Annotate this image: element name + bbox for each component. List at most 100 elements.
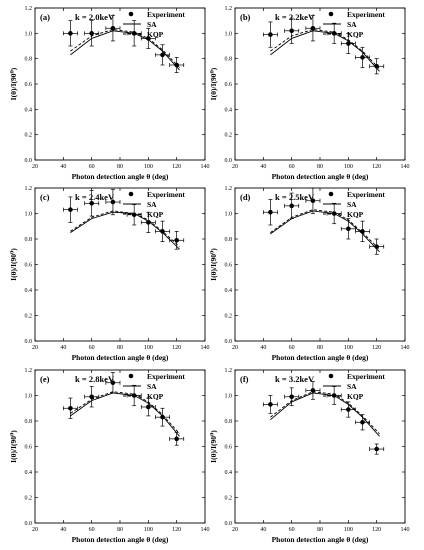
data-point xyxy=(146,220,151,225)
x-tick-label: 100 xyxy=(144,527,153,533)
legend-label-kqp: KQP xyxy=(147,392,164,401)
panel-f: 20 40 60 80 100 120 140 0.0 0.2 0.4 0.6 0.8 1.0 1.2 Ph… xyxy=(209,368,410,544)
x-tick-label: 80 xyxy=(317,345,323,351)
data-point xyxy=(346,226,351,232)
x-tick-label: 40 xyxy=(60,527,66,533)
legend-label-sa: SA xyxy=(347,20,357,29)
y-tick-label: 0.8 xyxy=(225,57,233,63)
x-tick-label: 100 xyxy=(344,164,353,170)
data-point xyxy=(174,62,179,68)
data-point xyxy=(146,404,151,410)
x-tick-label: 120 xyxy=(172,345,181,351)
data-point xyxy=(174,436,179,442)
y-tick-label: 1.0 xyxy=(225,212,233,218)
x-tick-label: 60 xyxy=(89,527,95,533)
legend-label-sa: SA xyxy=(347,382,357,391)
legend-label-kqp: KQP xyxy=(147,210,164,219)
y-tick-label: 0.0 xyxy=(225,521,233,527)
legend-label-kqp: KQP xyxy=(347,30,364,39)
x-tick-label: 120 xyxy=(372,527,381,533)
y-tick-label: 1.2 xyxy=(25,6,33,12)
data-point xyxy=(131,31,137,36)
data-point xyxy=(89,31,94,36)
k-value-annotation: k = 2.8keV xyxy=(75,374,115,384)
panel-label: (a) xyxy=(40,12,50,22)
x-axis-label: Photon detection angle θ (deg) xyxy=(72,535,169,544)
x-tick-label: 80 xyxy=(117,164,123,170)
y-tick-label: 0.2 xyxy=(225,496,233,502)
k-value-annotation: k = 3.2keV xyxy=(275,374,315,384)
data-point xyxy=(310,25,316,31)
data-point xyxy=(110,25,116,31)
data-point xyxy=(346,41,351,46)
x-tick-label: 120 xyxy=(172,164,181,170)
data-point xyxy=(160,229,165,234)
legend-label-experiment: Experiment xyxy=(347,372,385,381)
panel-label: (b) xyxy=(240,12,251,22)
data-point xyxy=(268,32,273,37)
y-tick-label: 0.2 xyxy=(25,496,33,502)
data-point xyxy=(331,211,337,216)
legend-label-sa: SA xyxy=(347,200,357,209)
data-point xyxy=(346,407,351,412)
x-tick-label: 20 xyxy=(32,345,38,351)
x-axis-label: Photon detection angle θ (deg) xyxy=(72,353,169,362)
y-tick-label: 0.0 xyxy=(25,521,33,527)
data-point xyxy=(146,36,151,41)
x-tick-label: 100 xyxy=(344,527,353,533)
y-axis-label: I(θ)/I(90⁰) xyxy=(209,430,218,463)
data-point xyxy=(268,209,273,215)
data-point xyxy=(89,201,94,206)
y-tick-label: 0.4 xyxy=(225,470,233,476)
data-point xyxy=(360,55,365,60)
data-point xyxy=(160,52,165,58)
legend-label-kqp: KQP xyxy=(347,210,364,219)
y-tick-label: 0.2 xyxy=(225,133,233,139)
y-tick-label: 1.2 xyxy=(225,368,233,374)
y-tick-label: 0.0 xyxy=(225,339,233,345)
panel-label: (f) xyxy=(240,374,249,384)
data-point xyxy=(331,31,337,36)
k-value-annotation: k = 2.5keV xyxy=(275,192,315,202)
y-tick-label: 1.2 xyxy=(25,186,33,192)
legend-label-kqp: KQP xyxy=(347,392,364,401)
x-tick-label: 120 xyxy=(372,164,381,170)
y-tick-label: 0.0 xyxy=(25,158,33,164)
data-point xyxy=(160,414,165,420)
data-point xyxy=(374,244,379,249)
legend-label-sa: SA xyxy=(147,200,157,209)
x-tick-label: 80 xyxy=(317,527,323,533)
data-point xyxy=(289,203,294,209)
y-axis-label: I(θ)/I(90⁰) xyxy=(209,248,218,281)
x-tick-label: 140 xyxy=(401,164,410,170)
y-tick-label: 1.0 xyxy=(225,31,233,37)
y-tick-label: 0.0 xyxy=(25,339,33,345)
y-tick-label: 0.8 xyxy=(225,419,233,425)
y-tick-label: 0.6 xyxy=(225,263,233,269)
y-tick-label: 0.2 xyxy=(25,133,33,139)
y-tick-label: 0.2 xyxy=(225,314,233,320)
x-axis-label: Photon detection angle θ (deg) xyxy=(72,172,169,181)
legend-label-experiment: Experiment xyxy=(147,10,185,19)
legend-label-experiment: Experiment xyxy=(147,372,185,381)
x-tick-label: 80 xyxy=(117,527,123,533)
x-tick-label: 140 xyxy=(401,345,410,351)
data-point xyxy=(110,380,116,386)
panel-d: 20 40 60 80 100 120 140 0.0 0.2 0.4 0.6 0.8 1.0 1.2 Ph… xyxy=(209,186,410,362)
x-axis-label: Photon detection angle θ (deg) xyxy=(272,172,369,181)
data-point xyxy=(68,207,73,212)
x-tick-label: 140 xyxy=(201,345,210,351)
y-tick-label: 0.6 xyxy=(25,263,33,269)
y-tick-label: 0.2 xyxy=(25,314,33,320)
x-tick-label: 100 xyxy=(144,164,153,170)
x-tick-label: 120 xyxy=(372,345,381,351)
x-tick-label: 60 xyxy=(89,345,95,351)
data-point xyxy=(268,402,273,407)
x-tick-label: 60 xyxy=(289,164,295,170)
y-tick-label: 0.6 xyxy=(25,82,33,88)
panel-label: (d) xyxy=(240,192,251,202)
panel-a: 20 40 60 80 100 120 140 0.0 0.2 0.4 0.6 0.8 1.0 1.2 Ph… xyxy=(9,6,210,181)
panel-c: 20 40 60 80 100 120 140 0.0 0.2 0.4 0.6 0.8 1.0 1.2 Ph… xyxy=(9,186,210,362)
y-axis-label: I(θ)/I(90⁰) xyxy=(209,67,218,100)
y-tick-label: 1.2 xyxy=(25,368,33,374)
